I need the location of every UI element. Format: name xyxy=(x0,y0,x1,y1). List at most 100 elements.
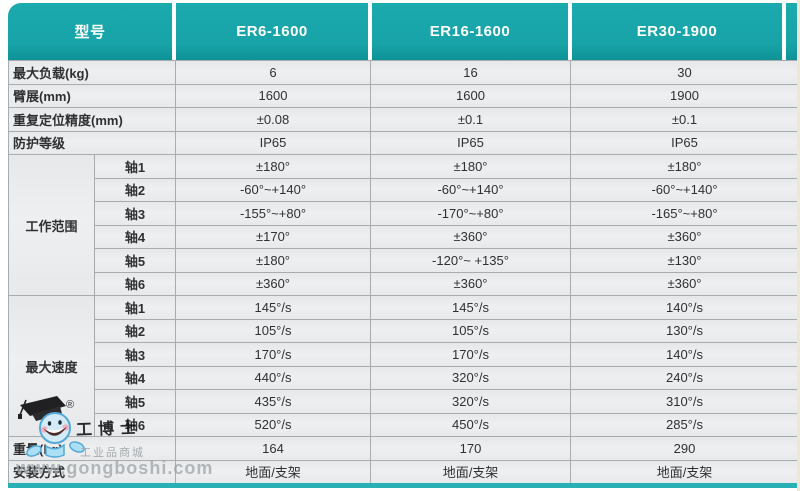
value-cell: 1600 xyxy=(370,83,571,108)
table-row: 轴3 170°/s 170°/s 140°/s xyxy=(9,342,799,367)
table-row: 轴6 ±360° ±360° ±360° xyxy=(9,271,799,296)
value-cell: 164 xyxy=(175,436,371,461)
header-edge-strip xyxy=(786,3,798,60)
value-cell: 170°/s xyxy=(175,342,371,367)
value-cell: IP65 xyxy=(370,130,571,155)
value-cell: ±180° xyxy=(570,154,799,179)
table-row: 防护等级 IP65 IP65 IP65 xyxy=(8,130,799,155)
value-cell: -155°~+80° xyxy=(175,201,371,226)
table-header: 型号 ER6-1600 ER16-1600 ER30-1900 xyxy=(8,3,798,60)
value-cell: 285°/s xyxy=(570,412,799,437)
header-col-er6-1600: ER6-1600 xyxy=(176,3,368,60)
row-label-cell: 最大负载(kg) xyxy=(8,60,176,85)
value-cell: 1900 xyxy=(570,83,799,108)
row-label-cell: 重量(kg) xyxy=(8,436,176,461)
value-cell: 6 xyxy=(175,60,371,85)
value-cell: 450°/s xyxy=(370,412,571,437)
table-row: 轴4 440°/s 320°/s 240°/s xyxy=(9,365,799,390)
table-row: 臂展(mm) 1600 1600 1900 xyxy=(8,83,799,108)
axis-label-cell: 轴2 xyxy=(94,177,176,202)
axis-label-cell: 轴3 xyxy=(94,201,176,226)
value-cell: ±0.1 xyxy=(570,107,799,132)
value-cell: 520°/s xyxy=(175,412,371,437)
value-cell: ±0.08 xyxy=(175,107,371,132)
axis-label-cell: 轴6 xyxy=(94,412,176,437)
spec-table: 最大负载(kg) 6 16 30 臂展(mm) 1600 1600 1900 重复定位精度(mm… xyxy=(8,60,799,484)
group-label-cell: 工作范围 xyxy=(8,154,95,296)
axis-label-cell: 轴6 xyxy=(94,271,176,296)
axis-label-cell: 轴5 xyxy=(94,248,176,273)
value-cell: 290 xyxy=(570,436,799,461)
value-cell: 320°/s xyxy=(370,365,571,390)
value-cell: ±180° xyxy=(370,154,571,179)
value-cell: ±0.1 xyxy=(370,107,571,132)
value-cell: 320°/s xyxy=(370,389,571,414)
value-cell: -60°~+140° xyxy=(570,177,799,202)
row-label-cell: 防护等级 xyxy=(8,130,176,155)
value-cell: -60°~+140° xyxy=(175,177,371,202)
value-cell: 435°/s xyxy=(175,389,371,414)
value-cell: IP65 xyxy=(175,130,371,155)
row-label-cell: 臂展(mm) xyxy=(8,83,176,108)
value-cell: -120°~ +135° xyxy=(370,248,571,273)
table-row: 最大速度 轴1 145°/s 145°/s 140°/s xyxy=(8,295,799,437)
value-cell: -60°~+140° xyxy=(370,177,571,202)
page-edge xyxy=(797,0,800,491)
table-row: 重量(kg) 164 170 290 xyxy=(8,436,799,461)
value-cell: IP65 xyxy=(570,130,799,155)
header-col-er30-1900: ER30-1900 xyxy=(572,3,782,60)
value-cell: 105°/s xyxy=(175,318,371,343)
axis-label-cell: 轴4 xyxy=(94,365,176,390)
value-cell: ±360° xyxy=(370,271,571,296)
value-cell: 地面/支架 xyxy=(370,459,571,484)
value-cell: -165°~+80° xyxy=(570,201,799,226)
header-model-cell: 型号 xyxy=(8,3,172,60)
axis-label-cell: 轴4 xyxy=(94,224,176,249)
value-cell: -170°~+80° xyxy=(370,201,571,226)
table-row: 工作范围 轴1 ±180° ±180° ±180° xyxy=(8,154,799,296)
value-cell: 地面/支架 xyxy=(175,459,371,484)
value-cell: ±360° xyxy=(570,271,799,296)
value-cell: 440°/s xyxy=(175,365,371,390)
row-label-cell: 安装方式 xyxy=(8,459,176,484)
table-row: 轴5 ±180° -120°~ +135° ±130° xyxy=(9,248,799,273)
header-col-er16-1600: ER16-1600 xyxy=(372,3,568,60)
value-cell: 170 xyxy=(370,436,571,461)
axis-label-cell: 轴1 xyxy=(94,154,176,179)
table-row: 轴3 -155°~+80° -170°~+80° -165°~+80° xyxy=(9,201,799,226)
spec-table-grid: 最大负载(kg) 6 16 30 臂展(mm) 1600 1600 1900 重复定位精度(mm… xyxy=(8,60,799,484)
value-cell: 140°/s xyxy=(570,295,799,320)
value-cell: ±180° xyxy=(175,248,371,273)
value-cell: ±360° xyxy=(570,224,799,249)
table-row: 轴6 520°/s 450°/s 285°/s xyxy=(9,412,799,437)
value-cell: 145°/s xyxy=(175,295,371,320)
group-label-cell: 最大速度 xyxy=(8,295,95,437)
value-cell: 170°/s xyxy=(370,342,571,367)
table-row: 轴5 435°/s 320°/s 310°/s xyxy=(9,389,799,414)
value-cell: 16 xyxy=(370,60,571,85)
value-cell: ±360° xyxy=(175,271,371,296)
value-cell: 310°/s xyxy=(570,389,799,414)
value-cell: 30 xyxy=(570,60,799,85)
table-row: 轴4 ±170° ±360° ±360° xyxy=(9,224,799,249)
row-label-cell: 重复定位精度(mm) xyxy=(8,107,176,132)
axis-label-cell: 轴5 xyxy=(94,389,176,414)
axis-label-cell: 轴3 xyxy=(94,342,176,367)
value-cell: 130°/s xyxy=(570,318,799,343)
table-row: 轴2 -60°~+140° -60°~+140° -60°~+140° xyxy=(9,177,799,202)
value-cell: ±360° xyxy=(370,224,571,249)
axis-label-cell: 轴1 xyxy=(94,295,176,320)
axis-label-cell: 轴2 xyxy=(94,318,176,343)
value-cell: 地面/支架 xyxy=(570,459,799,484)
value-cell: 1600 xyxy=(175,83,371,108)
table-row: 最大负载(kg) 6 16 30 xyxy=(8,60,799,85)
value-cell: 105°/s xyxy=(370,318,571,343)
value-cell: ±170° xyxy=(175,224,371,249)
value-cell: 145°/s xyxy=(370,295,571,320)
table-row: 轴2 105°/s 105°/s 130°/s xyxy=(9,318,799,343)
value-cell: 140°/s xyxy=(570,342,799,367)
table-bottom-accent xyxy=(8,483,797,488)
value-cell: ±180° xyxy=(175,154,371,179)
value-cell: ±130° xyxy=(570,248,799,273)
